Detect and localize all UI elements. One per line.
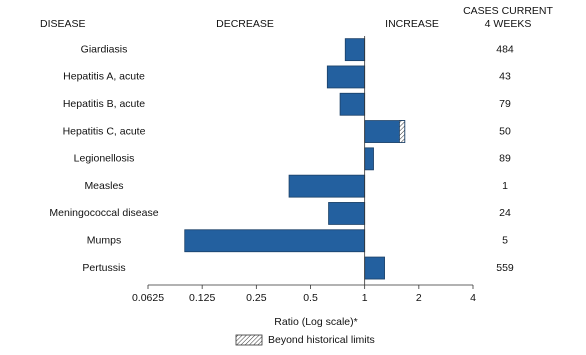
- cases-value: 79: [499, 98, 511, 110]
- category-label: Pertussis: [82, 262, 125, 274]
- legend-swatch: [235, 334, 263, 346]
- x-tick-label: 4: [470, 292, 476, 304]
- cases-value: 484: [496, 43, 514, 55]
- legend-label: Beyond historical limits: [268, 334, 375, 346]
- category-label: Hepatitis C, acute: [63, 125, 146, 137]
- bar: [339, 92, 366, 116]
- x-tick-label: 0.25: [246, 292, 267, 304]
- bar: [288, 174, 366, 198]
- cases-value: 24: [499, 207, 511, 219]
- cases-value: 50: [499, 125, 511, 137]
- category-label: Legionellosis: [74, 153, 135, 165]
- cases-value: 559: [496, 262, 514, 274]
- cases-header: CASES CURRENT: [463, 5, 553, 17]
- bar: [364, 120, 406, 143]
- bar: [364, 147, 374, 171]
- category-label: Hepatitis A, acute: [63, 71, 145, 83]
- increase-header: INCREASE: [385, 18, 439, 30]
- x-tick-label: 0.0625: [132, 292, 164, 304]
- cases-header: 4 WEEKS: [485, 18, 532, 30]
- category-label: Hepatitis B, acute: [63, 98, 145, 110]
- category-label: Measles: [84, 180, 123, 192]
- x-axis-label: Ratio (Log scale)*: [274, 316, 357, 328]
- cases-value: 1: [502, 180, 508, 192]
- cases-value: 43: [499, 71, 511, 83]
- x-tick-label: 1: [362, 292, 368, 304]
- cases-value: 5: [502, 235, 508, 247]
- disease-header: DISEASE: [40, 18, 86, 30]
- bar: [328, 202, 366, 225]
- x-tick-label: 2: [416, 292, 422, 304]
- bar: [184, 229, 366, 253]
- beyond-limits: [399, 120, 406, 143]
- x-tick-label: 0.5: [303, 292, 318, 304]
- category-label: Giardiasis: [81, 43, 128, 55]
- bar: [326, 65, 366, 89]
- category-label: Mumps: [87, 235, 121, 247]
- cases-value: 89: [499, 153, 511, 165]
- bar: [364, 256, 385, 280]
- bar: [344, 38, 366, 62]
- decrease-header: DECREASE: [216, 18, 274, 30]
- x-tick-label: 0.125: [189, 292, 215, 304]
- category-label: Meningococcal disease: [49, 207, 158, 219]
